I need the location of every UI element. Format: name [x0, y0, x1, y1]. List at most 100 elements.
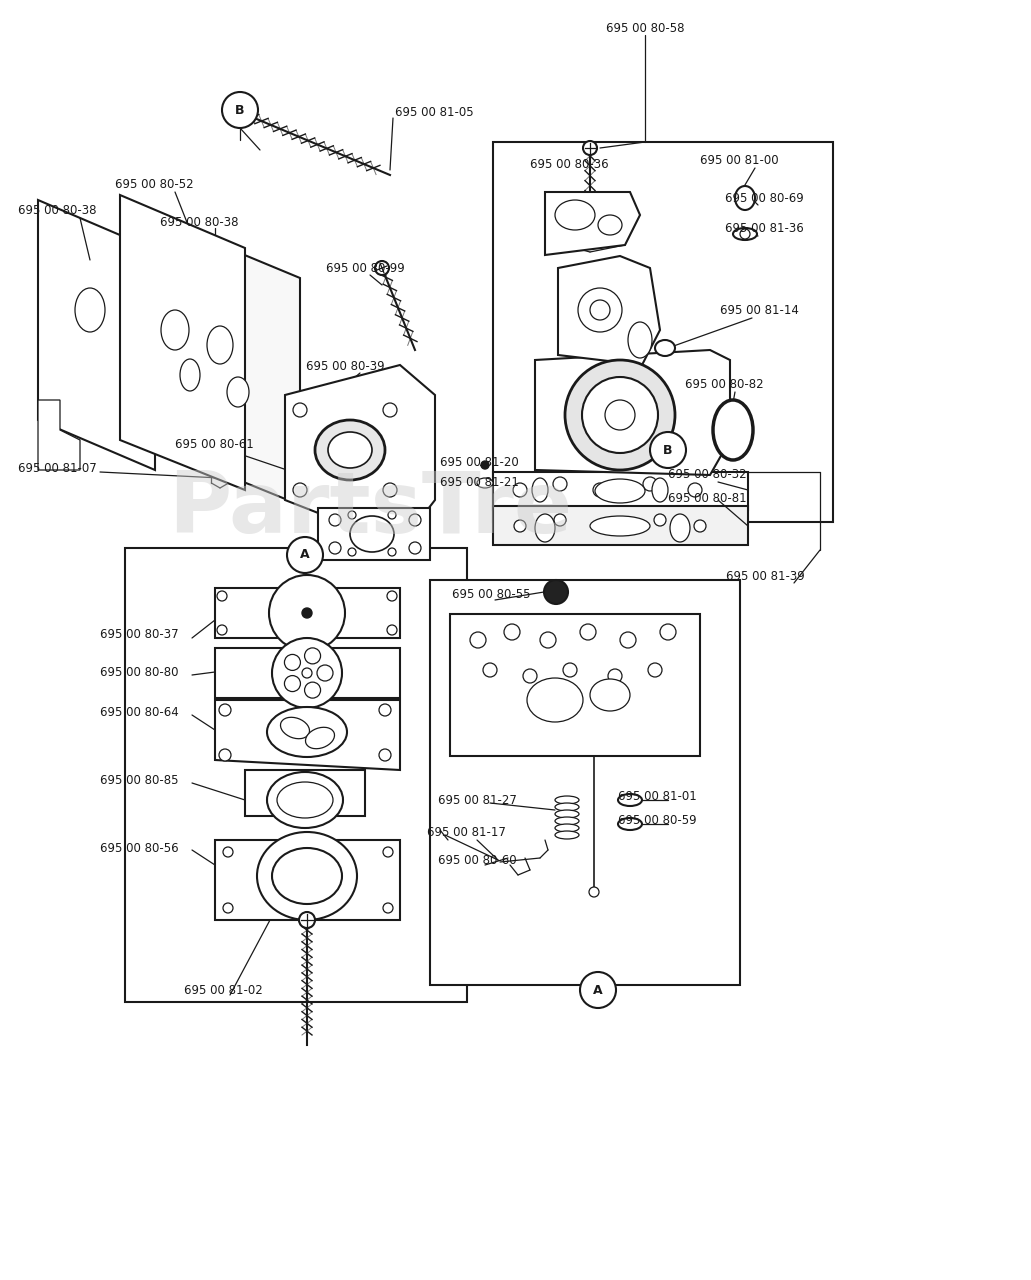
Circle shape [317, 666, 333, 681]
Text: 695 00 80-81: 695 00 80-81 [668, 492, 746, 504]
Bar [493, 142, 833, 522]
Ellipse shape [227, 378, 250, 407]
Ellipse shape [598, 215, 622, 236]
Polygon shape [493, 472, 749, 509]
Ellipse shape [555, 796, 579, 804]
Ellipse shape [555, 824, 579, 832]
Circle shape [523, 669, 537, 684]
Text: 695 00 81-02: 695 00 81-02 [184, 983, 263, 997]
Circle shape [285, 654, 300, 671]
Ellipse shape [527, 678, 583, 722]
Text: 695 00 80-36: 695 00 80-36 [530, 159, 608, 172]
Circle shape [740, 229, 750, 239]
Circle shape [688, 483, 702, 497]
Text: 695 00 81-21: 695 00 81-21 [440, 475, 519, 489]
Text: PartsTre: PartsTre [168, 468, 572, 552]
Polygon shape [215, 840, 400, 920]
Circle shape [299, 911, 315, 928]
Circle shape [304, 682, 321, 698]
Circle shape [293, 483, 307, 497]
Circle shape [383, 847, 393, 858]
Ellipse shape [477, 477, 493, 488]
Circle shape [329, 541, 341, 554]
Circle shape [590, 300, 610, 320]
Text: 695 00 80-32: 695 00 80-32 [668, 468, 746, 481]
Polygon shape [285, 365, 435, 545]
Circle shape [513, 483, 527, 497]
Circle shape [230, 102, 250, 122]
Circle shape [287, 538, 323, 573]
Circle shape [223, 902, 233, 913]
Text: 695 00 81-17: 695 00 81-17 [427, 826, 506, 838]
Bar [125, 548, 467, 1002]
Ellipse shape [655, 340, 675, 356]
Circle shape [217, 625, 227, 635]
Ellipse shape [161, 310, 189, 349]
Circle shape [388, 511, 396, 518]
Circle shape [580, 972, 616, 1009]
Text: 695 00 81-01: 695 00 81-01 [618, 790, 697, 803]
Text: A: A [300, 549, 309, 562]
Ellipse shape [328, 431, 372, 468]
Text: 695 00 80-80: 695 00 80-80 [100, 666, 178, 678]
Ellipse shape [350, 516, 394, 552]
Ellipse shape [713, 399, 753, 460]
Circle shape [383, 483, 397, 497]
Circle shape [379, 704, 391, 716]
Circle shape [387, 591, 397, 602]
Text: 695 00 80-55: 695 00 80-55 [452, 588, 531, 600]
Polygon shape [545, 192, 640, 255]
Circle shape [302, 668, 312, 678]
Text: 695 00 81-27: 695 00 81-27 [438, 794, 517, 806]
Ellipse shape [618, 818, 642, 829]
Polygon shape [38, 399, 80, 470]
Text: 695 00 80-69: 695 00 80-69 [725, 192, 804, 205]
Circle shape [223, 847, 233, 858]
Polygon shape [493, 506, 749, 545]
Circle shape [620, 632, 636, 648]
Ellipse shape [207, 326, 233, 364]
Circle shape [504, 623, 520, 640]
Text: 695 00 81-00: 695 00 81-00 [700, 154, 778, 166]
Text: 695 00 81-39: 695 00 81-39 [726, 570, 805, 582]
Circle shape [409, 541, 421, 554]
Ellipse shape [315, 420, 385, 480]
Circle shape [553, 477, 567, 492]
Polygon shape [558, 256, 660, 365]
Circle shape [540, 632, 556, 648]
Circle shape [643, 477, 657, 492]
Circle shape [348, 511, 356, 518]
Circle shape [544, 580, 568, 604]
Ellipse shape [267, 772, 343, 828]
Text: 695 00 81-07: 695 00 81-07 [18, 462, 97, 475]
Circle shape [589, 887, 599, 897]
Polygon shape [120, 195, 245, 490]
Circle shape [329, 515, 341, 526]
Text: 695 00 80-85: 695 00 80-85 [100, 773, 178, 786]
Circle shape [648, 663, 662, 677]
Text: 695 00 80-60: 695 00 80-60 [438, 854, 517, 867]
Ellipse shape [652, 477, 668, 502]
Ellipse shape [590, 678, 630, 710]
Circle shape [470, 632, 486, 648]
Ellipse shape [555, 803, 579, 812]
Circle shape [514, 520, 526, 532]
Text: 695 00 81-36: 695 00 81-36 [725, 221, 804, 234]
Ellipse shape [555, 810, 579, 818]
Text: 695 00 80-39: 695 00 80-39 [306, 360, 385, 372]
Ellipse shape [670, 515, 690, 541]
Text: 695 00 80-38: 695 00 80-38 [18, 204, 97, 216]
Circle shape [650, 431, 686, 468]
Circle shape [409, 515, 421, 526]
Text: 695 00 80-99: 695 00 80-99 [326, 261, 405, 274]
Text: 695 00 80-38: 695 00 80-38 [160, 215, 238, 229]
Circle shape [608, 669, 622, 684]
Circle shape [348, 548, 356, 556]
Circle shape [219, 749, 231, 762]
Circle shape [383, 403, 397, 417]
Text: A: A [593, 983, 603, 997]
Polygon shape [165, 221, 300, 506]
Ellipse shape [735, 186, 755, 210]
Bar [430, 580, 740, 986]
Circle shape [222, 92, 258, 128]
